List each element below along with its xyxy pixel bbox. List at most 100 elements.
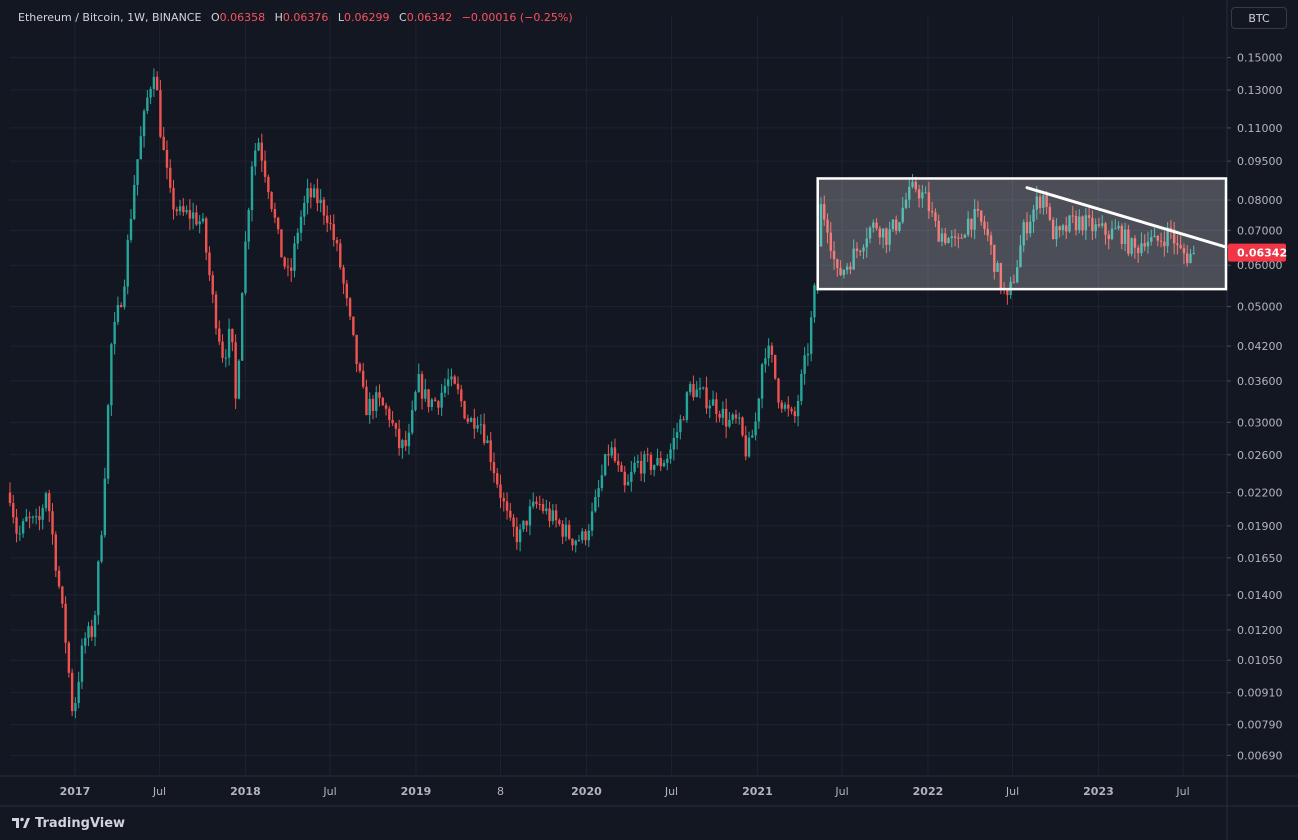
candle-body [427, 389, 430, 407]
candle-body [486, 440, 489, 443]
candle-body [146, 97, 149, 111]
candle-body [443, 385, 447, 393]
y-tick-label: 0.11000 [1237, 122, 1283, 135]
candle-body [852, 248, 855, 270]
x-tick-label: 2021 [742, 785, 773, 798]
candle-body [401, 440, 404, 449]
candle-body [129, 218, 133, 240]
candle-body [908, 186, 911, 200]
candle-body [1140, 243, 1143, 254]
x-tick-label: 2022 [913, 785, 944, 798]
candle-body [260, 142, 263, 161]
y-tick-label: 0.01900 [1237, 520, 1283, 533]
candle-body [290, 267, 293, 271]
candle-body [322, 199, 326, 216]
candle-body [263, 160, 267, 177]
candle-body [1179, 245, 1182, 249]
candle-body [185, 210, 188, 213]
last-price-badge [1228, 243, 1286, 262]
candle-body [345, 283, 349, 299]
candle-body [522, 520, 525, 530]
candle-body [868, 227, 872, 239]
candle-body [499, 484, 502, 499]
candle-body [888, 229, 891, 245]
candle-body [823, 204, 826, 220]
x-tick-label: Jul [1005, 785, 1019, 798]
y-tick-label: 0.00910 [1237, 687, 1283, 700]
candle-body [927, 192, 931, 212]
candle-body [450, 376, 453, 380]
candle-body [456, 383, 460, 390]
candle-body [859, 250, 862, 252]
candle-body [8, 492, 12, 504]
candle-body [832, 250, 836, 260]
candle-body [18, 533, 22, 535]
candle-body [1120, 225, 1124, 245]
candle-body [1006, 289, 1009, 296]
candle-body [855, 248, 859, 251]
candle-body [937, 220, 940, 242]
candle-body [191, 212, 195, 219]
y-tick-label: 0.00790 [1237, 719, 1283, 732]
candle-body [352, 316, 355, 335]
candle-body [862, 247, 865, 252]
candle-body [342, 267, 345, 284]
candle-body [564, 524, 568, 537]
candle-body [479, 424, 483, 426]
candle-body [84, 637, 87, 646]
candle-body [1022, 222, 1025, 246]
candle-body [953, 236, 957, 238]
candle-body [460, 389, 463, 402]
candle-body [724, 408, 728, 427]
candle-body [613, 447, 617, 461]
candle-body [809, 317, 813, 354]
candle-body [917, 189, 921, 199]
candle-body [1058, 226, 1061, 231]
candle-body [469, 418, 473, 422]
candle-body [914, 181, 918, 190]
candle-body [970, 218, 973, 230]
x-tick-label: 2018 [230, 785, 261, 798]
tradingview-brand[interactable]: TradingView [12, 813, 125, 833]
y-tick-label: 0.15000 [1237, 52, 1283, 65]
candle-body [1189, 253, 1192, 264]
candle-body [316, 188, 319, 204]
candle-body [270, 192, 273, 209]
candle-body [904, 199, 908, 208]
candle-body [947, 238, 950, 244]
close-label: C [399, 11, 407, 24]
candle-body [110, 344, 113, 406]
candle-body [1166, 227, 1169, 247]
candle-body [407, 432, 411, 447]
candle-body [682, 419, 685, 421]
candle-body [656, 457, 659, 466]
candle-body [417, 374, 420, 393]
candle-body [1012, 281, 1016, 283]
candle-body [793, 411, 797, 417]
candle-body [257, 142, 260, 151]
candle-body [610, 447, 613, 456]
candle-body [976, 208, 980, 211]
candle-body [757, 398, 761, 422]
candle-body [980, 210, 983, 222]
candle-body [679, 419, 682, 433]
symbol-title[interactable]: Ethereum / Bitcoin, 1W, BINANCE [18, 11, 202, 24]
candle-body [152, 76, 156, 89]
y-tick-label: 0.01050 [1237, 654, 1283, 667]
candle-body [54, 534, 57, 571]
candle-body [957, 237, 960, 239]
candle-body [201, 218, 205, 222]
candle-body [594, 497, 597, 512]
candle-body [1176, 243, 1179, 246]
candle-body [849, 266, 852, 270]
candle-body [463, 401, 466, 419]
candle-body [90, 626, 93, 637]
currency-button[interactable]: BTC [1231, 7, 1287, 29]
candle-body [496, 473, 499, 485]
candle-body [636, 461, 640, 463]
candle-body [329, 222, 332, 225]
candle-body [411, 410, 414, 433]
candle-body [159, 90, 162, 137]
